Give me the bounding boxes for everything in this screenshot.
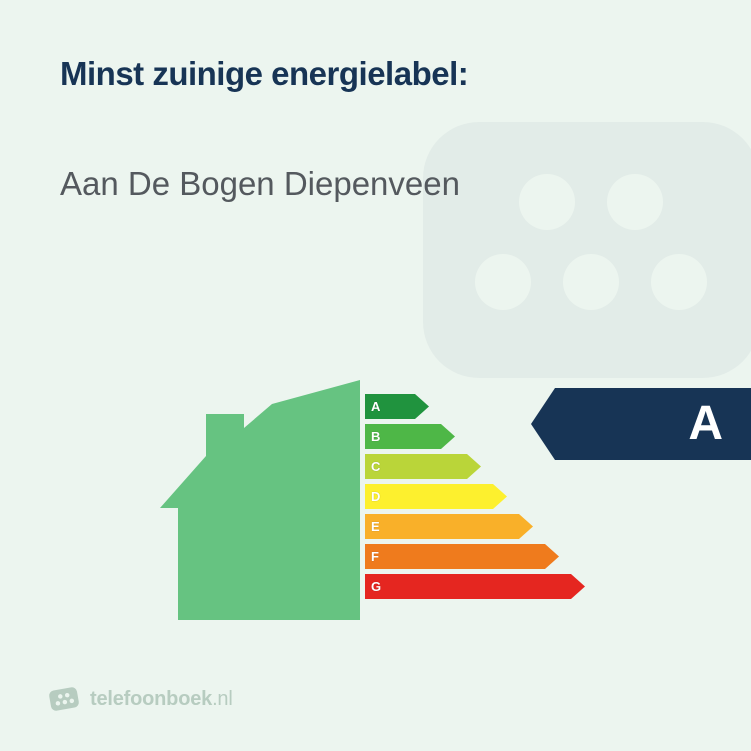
energy-bar-label: E <box>371 514 380 539</box>
footer-brand-thin: .nl <box>212 688 233 710</box>
energy-bar-shape <box>365 574 585 599</box>
energy-bar-shape <box>365 514 533 539</box>
house-icon <box>160 380 360 620</box>
energy-bar-label: G <box>371 574 381 599</box>
card-canvas: Minst zuinige energielabel: Aan De Bogen… <box>0 0 751 751</box>
selected-label-badge: A <box>531 388 751 460</box>
selected-label-letter: A <box>688 388 723 460</box>
energy-bar-label: F <box>371 544 379 569</box>
page-title: Minst zuinige energielabel: <box>60 55 468 93</box>
logo-icon <box>48 683 80 715</box>
energy-bar-label: B <box>371 424 380 449</box>
energy-bar-shape <box>365 484 507 509</box>
energy-bar-shape <box>365 454 481 479</box>
energy-bar-label: A <box>371 394 380 419</box>
energy-bar-label: C <box>371 454 380 479</box>
footer-brand-bold: telefoonboek <box>90 688 212 710</box>
energy-bar-shape <box>365 544 559 569</box>
footer: telefoonboek.nl <box>48 683 233 715</box>
energy-bar-label: D <box>371 484 380 509</box>
location-name: Aan De Bogen Diepenveen <box>60 165 460 203</box>
footer-brand: telefoonboek.nl <box>90 688 233 711</box>
